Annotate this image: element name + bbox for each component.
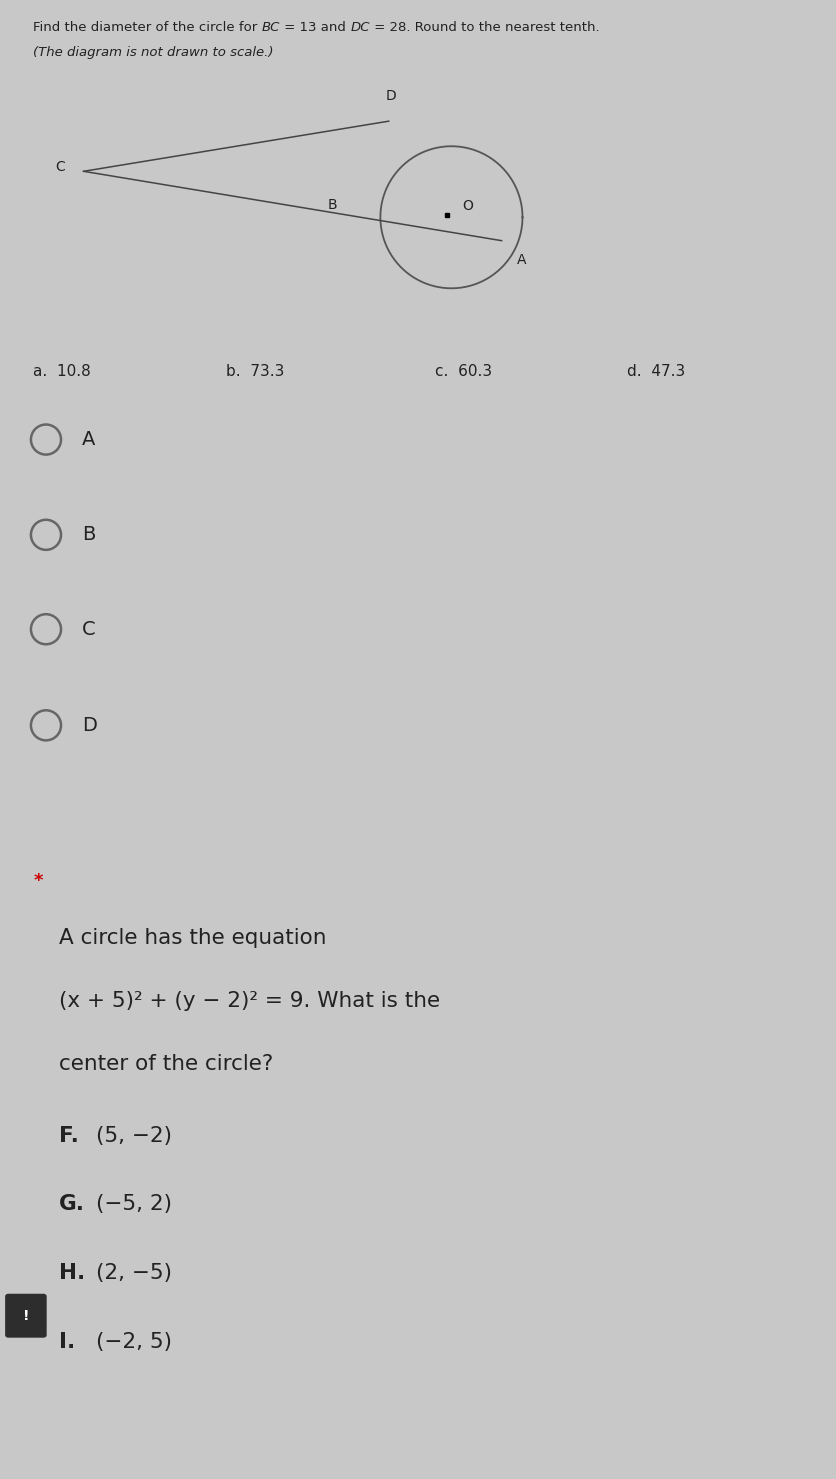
Text: d.  47.3: d. 47.3 xyxy=(627,364,686,379)
Text: DC: DC xyxy=(350,21,370,34)
Text: H.: H. xyxy=(59,1263,84,1284)
Text: center of the circle?: center of the circle? xyxy=(59,1053,273,1074)
Text: BC: BC xyxy=(262,21,280,34)
Text: b.  73.3: b. 73.3 xyxy=(226,364,284,379)
Text: Find the diameter of the circle for: Find the diameter of the circle for xyxy=(33,21,262,34)
Text: C: C xyxy=(55,160,65,175)
Text: A circle has the equation: A circle has the equation xyxy=(59,929,326,948)
Text: F.: F. xyxy=(59,1126,79,1146)
FancyBboxPatch shape xyxy=(6,1294,46,1337)
Text: O: O xyxy=(462,200,473,213)
Text: C: C xyxy=(82,620,95,639)
Text: (2, −5): (2, −5) xyxy=(96,1263,172,1284)
Text: = 13 and: = 13 and xyxy=(280,21,350,34)
Text: (5, −2): (5, −2) xyxy=(96,1126,172,1146)
Text: D: D xyxy=(82,716,97,735)
Text: *: * xyxy=(33,873,43,890)
Text: D: D xyxy=(386,89,396,102)
Text: !: ! xyxy=(23,1309,29,1322)
Text: (−5, 2): (−5, 2) xyxy=(96,1195,172,1214)
Text: (x + 5)² + (y − 2)² = 9. What is the: (x + 5)² + (y − 2)² = 9. What is the xyxy=(59,991,440,1012)
Text: B: B xyxy=(327,198,337,211)
Text: c.  60.3: c. 60.3 xyxy=(435,364,492,379)
Text: = 28. Round to the nearest tenth.: = 28. Round to the nearest tenth. xyxy=(370,21,599,34)
Text: A: A xyxy=(82,430,95,450)
Text: (−2, 5): (−2, 5) xyxy=(96,1333,172,1352)
Text: B: B xyxy=(82,525,95,544)
Text: G.: G. xyxy=(59,1195,84,1214)
Text: A: A xyxy=(517,253,526,268)
Text: (The diagram is not drawn to scale.): (The diagram is not drawn to scale.) xyxy=(33,46,274,59)
Text: I.: I. xyxy=(59,1333,74,1352)
Text: a.  10.8: a. 10.8 xyxy=(33,364,91,379)
